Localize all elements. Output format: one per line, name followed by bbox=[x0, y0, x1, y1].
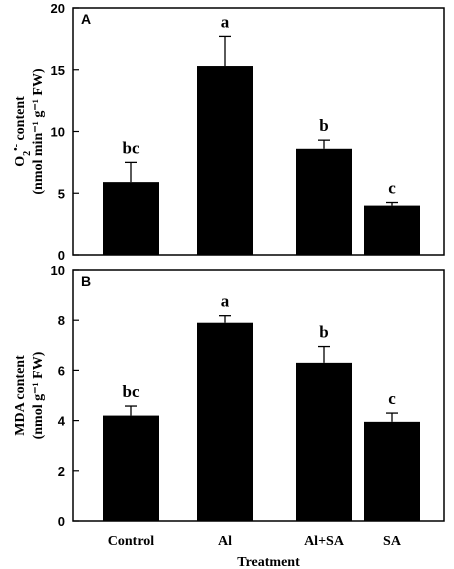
significance-label: c bbox=[388, 179, 396, 198]
x-tick-label: Control bbox=[108, 534, 155, 549]
x-tick-label: Al+SA bbox=[304, 534, 345, 549]
y-tick-label: 0 bbox=[58, 248, 65, 263]
y-tick-label: 0 bbox=[58, 514, 65, 529]
y-axis-unit: (nmol g⁻¹ FW) bbox=[31, 351, 46, 439]
significance-label: bc bbox=[123, 382, 140, 401]
y-tick-label: 10 bbox=[51, 125, 65, 140]
y-tick-label: 10 bbox=[51, 263, 65, 278]
significance-label: a bbox=[221, 292, 230, 311]
significance-label: bc bbox=[123, 138, 140, 157]
y-tick-label: 20 bbox=[51, 1, 65, 16]
y-axis-unit: (nmol min⁻¹ g⁻¹ FW) bbox=[31, 68, 46, 195]
y-tick-label: 5 bbox=[58, 186, 65, 201]
y-axis-title: MDA content bbox=[13, 355, 28, 436]
x-tick-label: SA bbox=[383, 534, 402, 549]
bar-sa bbox=[364, 205, 420, 255]
y-tick-label: 15 bbox=[51, 63, 65, 78]
plot-frame bbox=[72, 269, 445, 522]
bar-al bbox=[197, 66, 253, 255]
bar-al bbox=[197, 322, 253, 521]
bar-al-sa bbox=[296, 362, 352, 521]
y-tick-label: 4 bbox=[58, 414, 66, 429]
significance-label: a bbox=[221, 12, 230, 31]
bar-sa bbox=[364, 421, 420, 521]
x-axis-title: Treatment bbox=[237, 555, 300, 569]
significance-label: b bbox=[319, 323, 328, 342]
y-tick-label: 2 bbox=[58, 464, 65, 479]
bar-control bbox=[103, 182, 159, 255]
panel-label: B bbox=[81, 273, 91, 289]
bar-al-sa bbox=[296, 148, 352, 255]
y-tick-label: 8 bbox=[58, 313, 65, 328]
significance-label: c bbox=[388, 389, 396, 408]
panel-label: A bbox=[81, 11, 91, 27]
x-tick-label: Al bbox=[218, 534, 232, 549]
significance-label: b bbox=[319, 116, 328, 135]
y-tick-label: 6 bbox=[58, 363, 65, 378]
bar-control bbox=[103, 415, 159, 521]
y-axis-title: O2•- content bbox=[11, 96, 33, 167]
